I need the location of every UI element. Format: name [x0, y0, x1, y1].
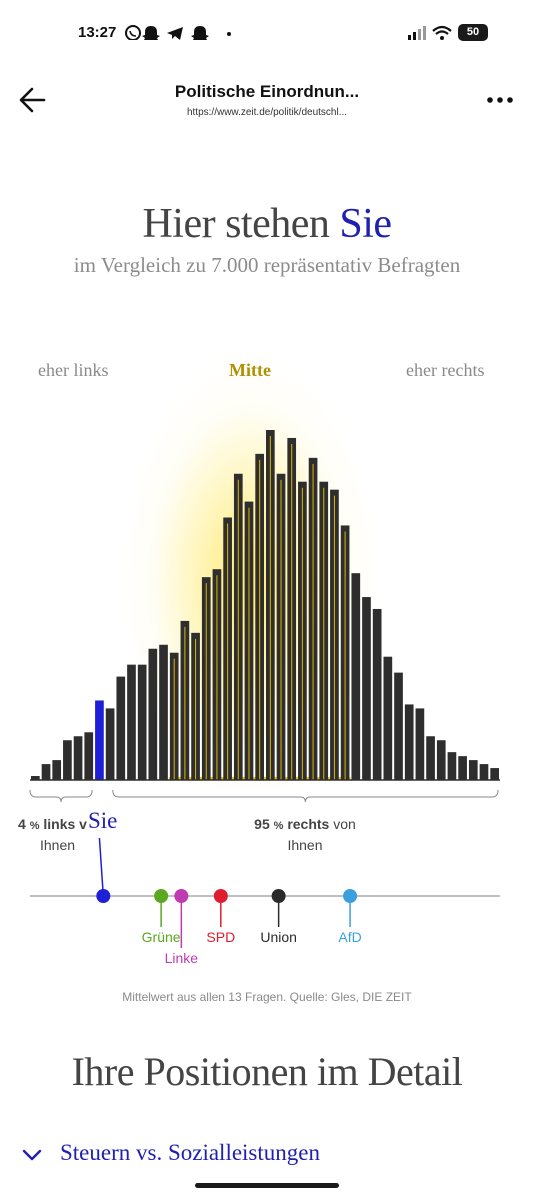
snapchat-icon: [142, 26, 160, 40]
histogram-bar: [404, 704, 414, 780]
user-bar: [95, 700, 104, 780]
stat-right-value: 95: [254, 816, 270, 832]
party-marker: [174, 889, 189, 903]
histogram-chart: [29, 430, 500, 948]
histogram-bar: [394, 672, 403, 780]
party-marker: [154, 889, 169, 903]
histogram-bar: [447, 752, 457, 780]
stat-right-text2: von: [333, 816, 356, 832]
zone-label-left: eher links: [38, 360, 109, 380]
stat-left-value: 4: [18, 816, 26, 832]
histogram-bar: [137, 664, 147, 780]
histogram-bar: [127, 664, 136, 780]
histogram-bar: [458, 756, 467, 780]
whatsapp-icon: [125, 25, 141, 40]
stat-left-text: links v: [43, 816, 87, 832]
histogram-bar: [116, 676, 126, 780]
snapchat-icon: [191, 26, 209, 40]
party-label-grüne: Grüne: [141, 929, 181, 945]
home-indicator: [195, 1183, 339, 1188]
headline-prefix: Hier stehen: [142, 201, 340, 247]
status-system-icons: [408, 25, 452, 40]
histogram-bar: [31, 776, 40, 780]
stat-left-percent: %: [29, 820, 40, 832]
back-button[interactable]: [18, 86, 48, 114]
more-options-button[interactable]: [484, 90, 516, 110]
stat-left: 4 % links v Ihnen: [18, 815, 138, 855]
histogram-bar: [468, 760, 478, 780]
party-marker: [271, 889, 286, 903]
party-label-linke: Linke: [164, 950, 199, 966]
party-marker: [343, 889, 358, 903]
party-label-union: Union: [260, 929, 297, 945]
wifi-icon: [432, 25, 452, 40]
chevron-down-icon[interactable]: [22, 1148, 42, 1162]
battery-icon: 50: [458, 24, 488, 41]
histogram-bar: [63, 740, 72, 780]
histogram-bar: [362, 597, 371, 780]
right-brace: [112, 789, 499, 803]
histogram-bar: [84, 732, 94, 780]
user-connector: [98, 837, 105, 897]
stat-right: 95 % rechts von Ihnen: [230, 815, 380, 855]
histogram-bar: [372, 608, 382, 780]
left-brace: [29, 789, 93, 803]
histogram-bar: [479, 764, 489, 780]
histogram-bar: [41, 764, 51, 780]
histogram-bar: [415, 708, 425, 780]
zone-label-right: eher rechts: [406, 360, 485, 380]
source-note: Mittelwert aus allen 13 Fragen. Quelle: …: [122, 990, 412, 1004]
histogram-bar: [383, 656, 393, 780]
headline-accent: Sie: [339, 201, 392, 247]
histogram-bar: [351, 573, 361, 780]
user-marker: [96, 889, 111, 903]
histogram-bar: [148, 648, 158, 780]
histogram-bar: [490, 768, 499, 780]
zone-label-center: Mitte: [229, 360, 271, 380]
party-label-afd: AfD: [338, 929, 362, 945]
more-vertical-dots-icon: [487, 97, 513, 103]
status-time: 13:27: [78, 24, 117, 41]
dot-icon: [227, 32, 231, 36]
histogram-bar: [159, 644, 168, 780]
accordion-steuern[interactable]: Steuern vs. Sozialleistungen: [22, 1140, 512, 1174]
page-url: https://www.zeit.de/politik/deutschl...: [186, 107, 348, 118]
accordion-label: Steuern vs. Sozialleistungen: [60, 1140, 320, 1165]
headline: Hier stehen Sie: [0, 200, 534, 248]
stat-right-text: rechts: [287, 816, 330, 832]
stat-right-line2: Ihnen: [287, 837, 323, 853]
page-title: Politische Einordnun...: [174, 82, 360, 101]
section-title: Ihre Positionen im Detail: [71, 1049, 463, 1094]
signal-icon: [408, 26, 426, 40]
histogram-bar: [426, 736, 435, 780]
telegram-icon: [167, 27, 183, 40]
arrow-left-icon: [19, 87, 46, 113]
party-marker: [213, 889, 228, 903]
histogram-bar: [52, 760, 62, 780]
status-notification-icons: [125, 25, 231, 40]
histogram-bar: [73, 736, 83, 780]
histogram-bar: [105, 708, 115, 780]
stat-left-line2: Ihnen: [40, 837, 76, 853]
stat-right-percent: %: [273, 820, 284, 832]
you-label: Sie: [88, 808, 118, 833]
subheadline: im Vergleich zu 7.000 repräsentativ Befr…: [73, 253, 461, 277]
histogram-bar: [436, 740, 446, 780]
party-label-spd: SPD: [206, 929, 236, 945]
